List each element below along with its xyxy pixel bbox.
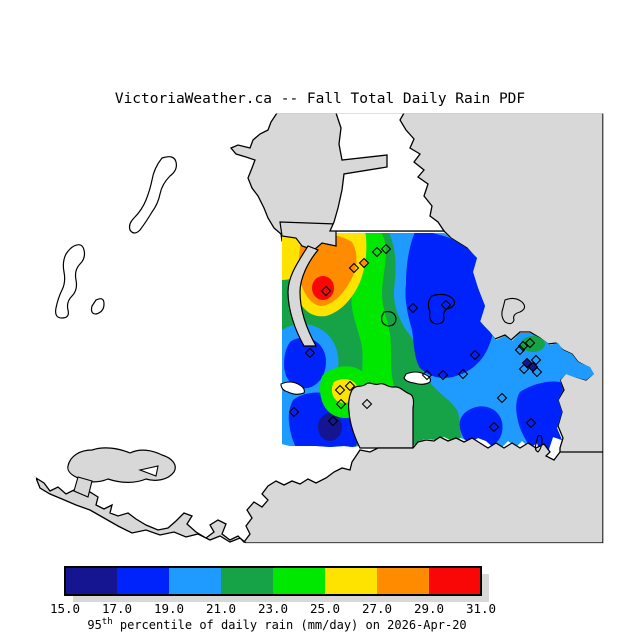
lake-shawnigan bbox=[128, 156, 177, 234]
station-marker bbox=[335, 398, 347, 410]
station-marker bbox=[525, 417, 537, 429]
colorbar-cell bbox=[429, 567, 481, 595]
station-marker bbox=[524, 337, 536, 349]
land-whiffin-spit bbox=[138, 465, 159, 477]
island-sidney-outline bbox=[501, 297, 526, 325]
colorbar-tick: 29.0 bbox=[414, 601, 444, 616]
station-marker bbox=[304, 347, 316, 359]
station-marker bbox=[530, 354, 542, 366]
station-marker bbox=[407, 302, 419, 314]
station-marker bbox=[440, 299, 452, 311]
colorbar-cell bbox=[377, 567, 429, 595]
station-marker bbox=[496, 392, 508, 404]
field-red-maximum bbox=[312, 276, 334, 300]
colorbar-ticks: 15.0 17.0 19.0 21.0 23.0 25.0 27.0 29.0 … bbox=[50, 601, 496, 616]
station-marker bbox=[371, 246, 383, 258]
colorbar-tick: 31.0 bbox=[466, 601, 496, 616]
station-marker bbox=[348, 262, 360, 274]
station-marker bbox=[514, 344, 526, 356]
station-marker bbox=[320, 285, 332, 297]
colorbar-tick: 15.0 bbox=[50, 601, 80, 616]
water-esquimalt-sliver bbox=[280, 381, 305, 395]
colorbar-cell bbox=[273, 567, 325, 595]
map-layer bbox=[32, 108, 612, 548]
sea-sooke-basin bbox=[67, 447, 176, 483]
field-layer bbox=[282, 233, 594, 455]
sea-finlayson-arm bbox=[287, 245, 319, 347]
land-saanich-peninsula bbox=[328, 112, 446, 232]
water-portage-inlet bbox=[403, 371, 431, 385]
colorbar-cell bbox=[221, 567, 273, 595]
field-navy-minimum bbox=[318, 413, 342, 441]
field-blue-west bbox=[284, 337, 326, 389]
station-marker bbox=[344, 380, 356, 392]
station-marker bbox=[518, 363, 530, 375]
colorbar-cell bbox=[325, 567, 377, 595]
station-marker bbox=[334, 384, 346, 396]
sea-esquimalt-harbour bbox=[348, 382, 415, 449]
sea-sooke-inlet bbox=[73, 476, 93, 498]
caption-rest: percentile of daily rain (mm/day) on 202… bbox=[113, 618, 467, 632]
colorbar-tick: 17.0 bbox=[102, 601, 132, 616]
lake-sooke bbox=[55, 244, 86, 319]
station-marker bbox=[421, 369, 433, 381]
station-marker bbox=[469, 349, 481, 361]
colorbar-cells bbox=[65, 567, 481, 595]
colorbar-tick: 19.0 bbox=[154, 601, 184, 616]
colorbar-tick: 21.0 bbox=[206, 601, 236, 616]
colorbar-cell bbox=[117, 567, 169, 595]
colorbar-caption: 95th percentile of daily rain (mm/day) o… bbox=[87, 617, 466, 632]
lake-sooke-south-arm bbox=[90, 298, 105, 315]
station-marker bbox=[488, 421, 500, 433]
lake-prospect-outline bbox=[381, 311, 397, 327]
field-blue-oakbay bbox=[459, 406, 503, 448]
station-marker bbox=[517, 340, 529, 352]
page-title: VictoriaWeather.ca -- Fall Total Daily R… bbox=[115, 91, 525, 107]
colorbar-tick: 23.0 bbox=[258, 601, 288, 616]
colorbar-tick: 25.0 bbox=[310, 601, 340, 616]
caption-superscript: th bbox=[102, 617, 113, 627]
station-marker bbox=[327, 415, 339, 427]
station-marker bbox=[380, 243, 392, 255]
stations-layer bbox=[288, 243, 543, 433]
map-edge-mask bbox=[32, 108, 612, 548]
station-marker bbox=[457, 368, 469, 380]
caption-prefix: 95 bbox=[87, 618, 101, 632]
station-marker bbox=[531, 366, 543, 378]
station-marker bbox=[358, 257, 370, 269]
colorbar-cell bbox=[65, 567, 117, 595]
lake-elk-beaver-outline bbox=[427, 293, 456, 325]
colorbar: 15.0 17.0 19.0 21.0 23.0 25.0 27.0 29.0 … bbox=[50, 566, 496, 632]
station-marker bbox=[437, 369, 449, 381]
colorbar-cell bbox=[169, 567, 221, 595]
colorbar-tick: 27.0 bbox=[362, 601, 392, 616]
station-marker bbox=[288, 406, 300, 418]
sea-juan-de-fuca bbox=[34, 436, 604, 544]
island-discovery-outline bbox=[534, 434, 543, 453]
colorbar-border bbox=[64, 566, 482, 596]
station-marker bbox=[361, 398, 373, 410]
